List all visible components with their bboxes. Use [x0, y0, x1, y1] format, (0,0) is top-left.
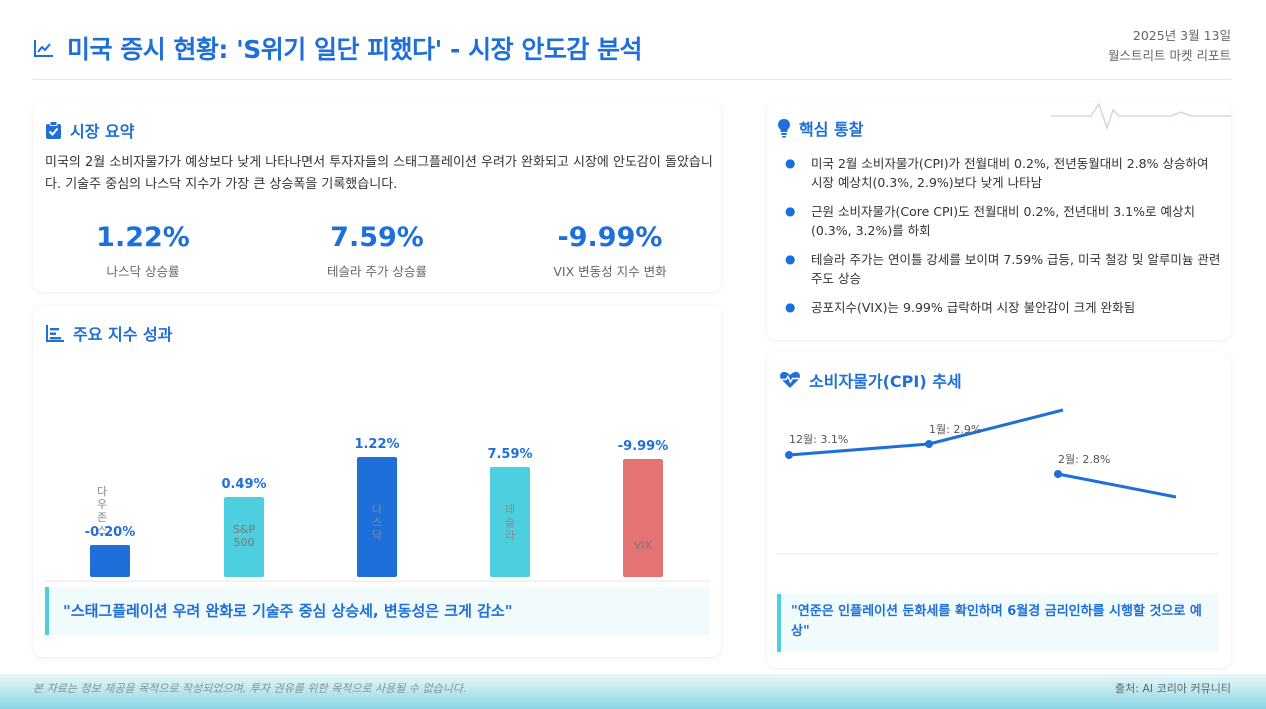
key-insights-card: 핵심 통찰 ● 미국 2월 소비자물가(CPI)가 전월대비 0.2%, 전년동월… [767, 102, 1231, 340]
market-summary-text: 미국의 2월 소비자물가가 예상보다 낮게 나타나면서 투자자들의 스태그플레이… [45, 155, 713, 192]
insight-text: 테슬라 주가는 연이틀 강세를 보이며 7.59% 급등, 미국 철강 및 알루… [811, 252, 1221, 286]
insight-list: ● 미국 2월 소비자물가(CPI)가 전월대비 0.2%, 전년동월대비 2.8… [785, 154, 1221, 327]
disclaimer-text: 본 자료는 정보 제공을 목적으로 작성되었으며, 투자 권유를 위한 목적으로… [33, 682, 467, 695]
cpi-point-label: 1월: 2.9% [929, 423, 981, 436]
cpi-trend-title: 소비자물가(CPI) 추세 [809, 372, 962, 391]
key-insights-heading: 핵심 통찰 [777, 116, 863, 140]
heartbeat-line-decoration [1051, 102, 1231, 131]
cpi-point-label: 2월: 2.8% [1058, 453, 1110, 466]
bar-value-label: -0.20% [85, 525, 136, 540]
report-date: 2025년 3월 13일 [1132, 28, 1231, 43]
bullet-icon: ● [785, 300, 796, 314]
report-meta: 2025년 3월 13일 월스트리트 마켓 리포트 [1108, 26, 1231, 66]
market-summary-card: 시장 요약 미국의 2월 소비자물가가 예상보다 낮게 나타나면서 투자자들의 … [33, 102, 721, 292]
bullet-icon: ● [785, 156, 796, 170]
heart-pulse-icon [780, 371, 800, 388]
cpi-point [925, 440, 933, 448]
index-performance-heading: 주요 지수 성과 [45, 321, 172, 345]
insight-item: ● 근원 소비자물가(Core CPI)도 전월대비 0.2%, 전년대비 3.1… [785, 202, 1221, 240]
index-bar-chart: -0.20% 0.49% 1.22% 7.59% -9.99% 다 우 존 스 S&P 500 나 스 닥… [45, 437, 710, 582]
cpi-quote: "연준은 인플레이션 둔화세를 확인하며 6월경 금리인하를 시행할 것으로 예… [777, 594, 1219, 652]
insight-item: ● 테슬라 주가는 연이틀 강세를 보이며 7.59% 급등, 미국 철강 및 알… [785, 250, 1221, 288]
cpi-trend-heading: 소비자물가(CPI) 추세 [779, 368, 962, 392]
stat-label: 테슬라 주가 상승률 [327, 264, 427, 279]
lightbulb-icon [778, 119, 790, 138]
bar-value-label: 1.22% [354, 437, 399, 452]
stat-nasdaq: 1.22% 나스닥 상승률 [33, 222, 253, 280]
source-credit: 출처: AI 코리아 커뮤니티 [1114, 682, 1231, 695]
insight-item: ● 미국 2월 소비자물가(CPI)가 전월대비 0.2%, 전년동월대비 2.8… [785, 154, 1221, 192]
report-source: 월스트리트 마켓 리포트 [1108, 48, 1231, 63]
index-quote: "스태그플레이션 우려 완화로 기술주 중심 상승세, 변동성은 크게 감소" [45, 587, 710, 635]
page-footer: 본 자료는 정보 제공을 목적으로 작성되었으며, 투자 권유를 위한 목적으로… [0, 674, 1266, 709]
stat-value: -9.99% [557, 222, 663, 253]
clipboard-check-icon [46, 121, 61, 139]
stat-tesla: 7.59% 테슬라 주가 상승률 [267, 222, 487, 280]
stat-vix: -9.99% VIX 변동성 지수 변화 [500, 222, 720, 280]
key-insights-title: 핵심 통찰 [799, 120, 864, 139]
category-label: S&P 500 [233, 523, 256, 549]
index-performance-card: 주요 지수 성과 -0.20% 0.49% 1.22% 7.59% -9.99% 다 우 존 스… [33, 305, 721, 657]
cpi-trend-card: 소비자물가(CPI) 추세 12월: 3.1% 1월: 2.9% 2월: 2.8% … [767, 352, 1231, 668]
stat-value: 7.59% [330, 222, 424, 253]
cpi-point [1054, 470, 1062, 478]
cpi-line-chart: 12월: 3.1% 1월: 2.9% 2월: 2.8% [777, 408, 1219, 555]
bar-list-icon [46, 325, 64, 342]
line-chart-icon [34, 40, 53, 57]
insight-text: 미국 2월 소비자물가(CPI)가 전월대비 0.2%, 전년동월대비 2.8%… [811, 156, 1209, 190]
stat-label: 나스닥 상승률 [106, 264, 180, 279]
bar-0 [90, 545, 130, 577]
insight-text: 근원 소비자물가(Core CPI)도 전월대비 0.2%, 전년대비 3.1%… [811, 204, 1195, 238]
cpi-line-2 [1057, 472, 1177, 499]
category-label: VIX [634, 539, 653, 552]
bar-1 [224, 497, 264, 577]
stat-label: VIX 변동성 지수 변화 [553, 264, 667, 279]
market-summary-title: 시장 요약 [70, 122, 135, 141]
bullet-icon: ● [785, 204, 796, 218]
bar-value-label: 7.59% [487, 447, 532, 462]
page-header: 미국 증시 현황: 'S위기 일단 피했다' - 시장 안도감 분석 2025년… [33, 22, 1231, 80]
insight-item: ● 공포지수(VIX)는 9.99% 급락하며 시장 불안감이 크게 완화됨 [785, 298, 1221, 317]
bar-value-label: 0.49% [221, 477, 266, 492]
index-performance-title: 주요 지수 성과 [73, 325, 173, 344]
bar-2 [357, 457, 397, 577]
bullet-icon: ● [785, 252, 796, 266]
insight-text: 공포지수(VIX)는 9.99% 급락하며 시장 불안감이 크게 완화됨 [811, 300, 1136, 315]
cpi-point [785, 451, 793, 459]
page-title: 미국 증시 현황: 'S위기 일단 피했다' - 시장 안도감 분석 [67, 35, 643, 64]
stat-value: 1.22% [96, 222, 190, 253]
title-group: 미국 증시 현황: 'S위기 일단 피했다' - 시장 안도감 분석 [33, 30, 643, 66]
market-summary-heading: 시장 요약 [45, 118, 134, 142]
bar-4 [623, 459, 663, 577]
bar-3 [490, 467, 530, 577]
cpi-point-label: 12월: 3.1% [789, 433, 848, 446]
bar-value-label: -9.99% [618, 439, 669, 454]
